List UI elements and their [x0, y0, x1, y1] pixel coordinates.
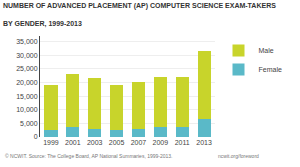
svg-text:25,000: 25,000	[16, 65, 38, 72]
svg-text:Female: Female	[259, 66, 282, 73]
svg-text:15,000: 15,000	[16, 93, 38, 100]
svg-text:ncwit.org/foreword: ncwit.org/foreword	[218, 153, 259, 159]
svg-text:30,000: 30,000	[16, 52, 38, 59]
svg-text:1999: 1999	[43, 139, 59, 146]
svg-text:Male: Male	[259, 47, 274, 54]
svg-text:35,000: 35,000	[16, 38, 38, 45]
svg-text:NUMBER OF ADVANCED PLACEMENT (: NUMBER OF ADVANCED PLACEMENT (AP) COMPUT…	[3, 2, 276, 10]
svg-text:2007: 2007	[131, 139, 147, 146]
svg-text:2009: 2009	[153, 139, 169, 146]
svg-text:20,000: 20,000	[16, 79, 38, 86]
svg-text:2011: 2011	[175, 139, 190, 146]
svg-text:10,000: 10,000	[16, 106, 38, 113]
svg-text:BY GENDER, 1999-2013: BY GENDER, 1999-2013	[3, 20, 82, 28]
svg-text:2003: 2003	[87, 139, 103, 146]
svg-text:2005: 2005	[109, 139, 125, 146]
svg-text:0: 0	[34, 133, 38, 140]
svg-text:5,000: 5,000	[20, 120, 38, 127]
svg-text:2013: 2013	[196, 139, 212, 146]
svg-text:© NCWIT. Source: The College B: © NCWIT. Source: The College Board, AP N…	[5, 153, 172, 159]
svg-text:2001: 2001	[65, 139, 81, 146]
